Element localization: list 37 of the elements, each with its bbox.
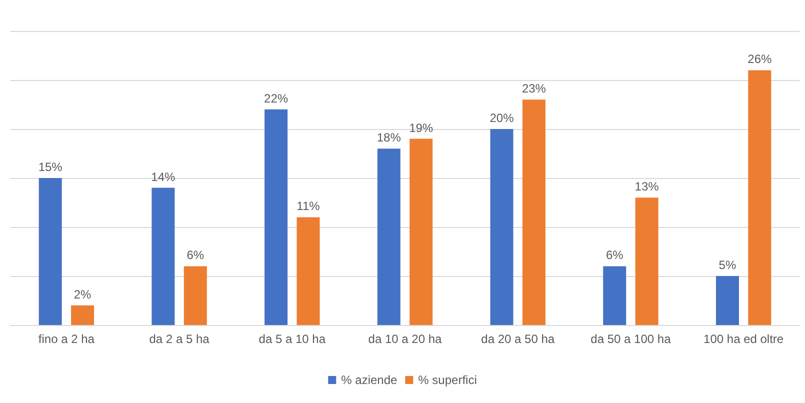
data-label: 6% [606,248,624,262]
bar [716,276,739,325]
data-label: 26% [748,52,772,66]
legend-label: % aziende [341,373,398,387]
data-label: 13% [634,180,660,194]
bar [264,109,288,325]
bar [522,100,546,325]
x-tick-label: 100 ha ed oltre [704,332,784,346]
bar [152,188,175,325]
data-label: 23% [522,82,546,96]
x-tick-label: fino a 2 ha [38,332,95,346]
bar [71,305,94,325]
legend-label: % superfici [418,373,477,387]
bar [635,198,658,325]
bar [748,70,772,325]
data-label: 5% [718,258,736,272]
x-tick-label: da 50 a 100 ha [590,332,672,346]
bar [603,266,626,325]
data-label: 14% [151,170,176,184]
x-tick-label: da 2 a 5 ha [149,332,210,346]
data-label: 2% [74,287,92,302]
data-label: 22% [264,91,288,106]
data-label: 18% [376,130,402,145]
data-label: 11% [296,199,320,214]
data-label: 19% [409,120,434,135]
bar [410,138,433,325]
x-tick-label: da 10 a 20 ha [368,332,442,346]
x-tick-label: da 20 a 50 ha [481,332,555,346]
bar [490,129,514,325]
bar [184,266,207,325]
data-label: 20% [490,111,514,125]
bar [38,178,62,325]
bar [377,148,400,325]
bar [296,217,320,325]
x-tick-label: da 5 a 10 ha [258,332,326,346]
data-label: 6% [186,248,204,262]
data-label: 15% [38,160,63,174]
